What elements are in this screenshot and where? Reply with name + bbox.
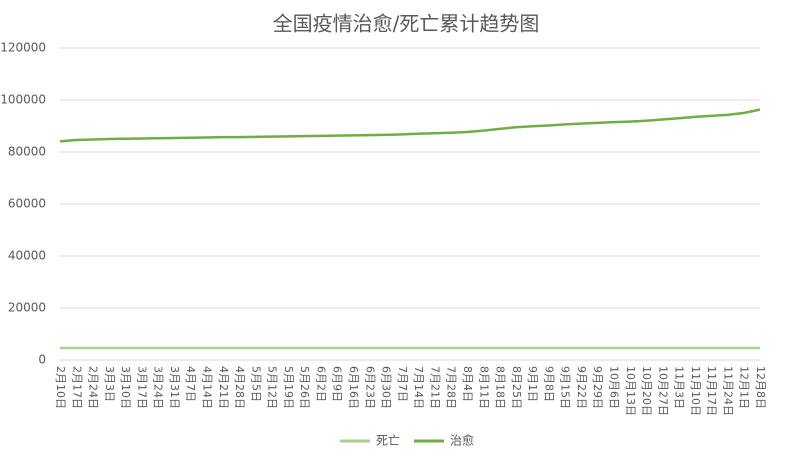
x-tick-label: 11月24日	[721, 366, 734, 416]
x-tick-label: 6月30日	[380, 366, 393, 409]
x-tick-label: 9月29日	[591, 366, 604, 409]
x-tick-label: 3月31日	[168, 366, 181, 409]
x-tick-label: 4月28日	[233, 366, 246, 409]
x-tick-label: 4月14日	[201, 366, 214, 409]
x-tick-label: 9月8日	[542, 366, 555, 402]
x-tick-label: 6月9日	[331, 366, 344, 402]
x-tick-label: 8月25日	[510, 366, 523, 409]
x-tick-label: 5月19日	[282, 366, 295, 409]
y-tick-label: 20000	[8, 301, 46, 315]
y-tick-label: 40000	[8, 249, 46, 263]
x-tick-label: 5月5日	[249, 366, 262, 402]
x-tick-label: 7月21日	[428, 366, 441, 409]
x-tick-label: 6月23日	[363, 366, 376, 409]
x-tick-label: 7月28日	[445, 366, 458, 409]
x-tick-label: 9月1日	[526, 366, 539, 402]
x-tick-label: 3月3日	[103, 366, 116, 402]
x-tick-label: 10月27日	[656, 366, 669, 416]
series-line	[59, 108, 761, 143]
x-tick-label: 10月13日	[624, 366, 637, 416]
x-tick-label: 10月20日	[640, 366, 653, 416]
x-tick-label: 2月10日	[54, 366, 67, 409]
x-tick-label: 4月21日	[217, 366, 230, 409]
x-tick-label: 6月2日	[314, 366, 327, 402]
x-tick-label: 11月10日	[689, 366, 702, 416]
y-tick-label: 0	[38, 353, 46, 367]
x-tick-label: 9月22日	[575, 366, 588, 409]
x-tick-label: 4月7日	[184, 366, 197, 402]
y-tick-label: 80000	[8, 145, 46, 159]
chart-title: 全国疫情治愈/死亡累计趋势图	[273, 12, 540, 36]
y-tick-label: 100000	[0, 93, 46, 107]
x-tick-label: 5月26日	[298, 366, 311, 409]
x-tick-label: 8月11日	[477, 366, 490, 409]
x-tick-label: 10月6日	[607, 366, 620, 409]
x-tick-label: 8月18日	[494, 366, 507, 409]
x-tick-label: 11月3日	[673, 366, 686, 409]
x-tick-label: 3月17日	[135, 366, 148, 409]
x-tick-label: 6月16日	[347, 366, 360, 409]
x-tick-label: 2月24日	[87, 366, 100, 409]
x-tick-label: 3月10日	[119, 366, 132, 409]
x-tick-label: 7月14日	[412, 366, 425, 409]
x-tick-label: 3月24日	[152, 366, 165, 409]
legend-label: 死亡	[376, 434, 400, 448]
x-tick-label: 12月8日	[754, 366, 767, 409]
y-tick-label: 120000	[0, 41, 46, 55]
x-tick-label: 5月12日	[266, 366, 279, 409]
y-tick-label: 60000	[8, 197, 46, 211]
x-tick-label: 8月4日	[461, 366, 474, 402]
x-tick-label: 7月7日	[396, 366, 409, 402]
x-tick-label: 9月15日	[559, 366, 572, 409]
x-tick-label: 11月17日	[705, 366, 718, 416]
x-tick-label: 2月17日	[70, 366, 83, 409]
legend-label: 治愈	[450, 433, 474, 448]
x-tick-label: 12月1日	[738, 366, 751, 409]
